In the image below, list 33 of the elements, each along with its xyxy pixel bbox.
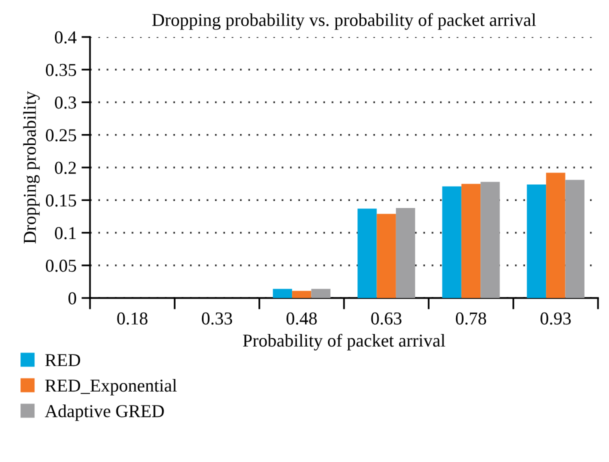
y-tick-label: 0.3 [54, 96, 76, 109]
bar [565, 180, 584, 298]
y-tick-label: 0.05 [46, 260, 76, 272]
bar [546, 172, 566, 298]
y-tick-label: 0.4 [54, 31, 77, 44]
bar [396, 208, 416, 298]
x-tick-label: 0.63 [371, 312, 402, 325]
bar [358, 208, 377, 298]
bar [461, 184, 481, 298]
y-tick-label: 0.15 [46, 194, 76, 207]
y-tick-label: 0.35 [46, 64, 76, 76]
legend-label: Adaptive GRED [44, 404, 164, 421]
legend-label: RED_Exponential [45, 379, 177, 396]
x-tick-label: 0.18 [117, 312, 148, 325]
bar [311, 288, 330, 298]
y-axis-title: Dropping probability [23, 91, 40, 244]
x-tick-label: 0.33 [202, 312, 232, 325]
bar [526, 184, 546, 298]
bar [376, 214, 396, 298]
x-tick-label: 0.93 [540, 312, 571, 325]
bar [480, 182, 500, 298]
chart-title: Dropping probability vs. probability of packet arrival [152, 13, 536, 30]
x-tick-label: 0.48 [286, 312, 317, 325]
bar [272, 288, 292, 298]
x-axis-title: Probability of packet arrival [242, 334, 446, 350]
y-tick-label: 0.2 [54, 162, 76, 174]
y-tick-label: 0.1 [54, 227, 76, 240]
y-tick-label: 0 [68, 292, 76, 304]
bar [292, 290, 312, 298]
legend-label: RED [45, 354, 80, 366]
y-tick-label: 0.25 [46, 129, 76, 142]
bar [442, 186, 462, 298]
x-tick-label: 0.78 [456, 312, 486, 325]
